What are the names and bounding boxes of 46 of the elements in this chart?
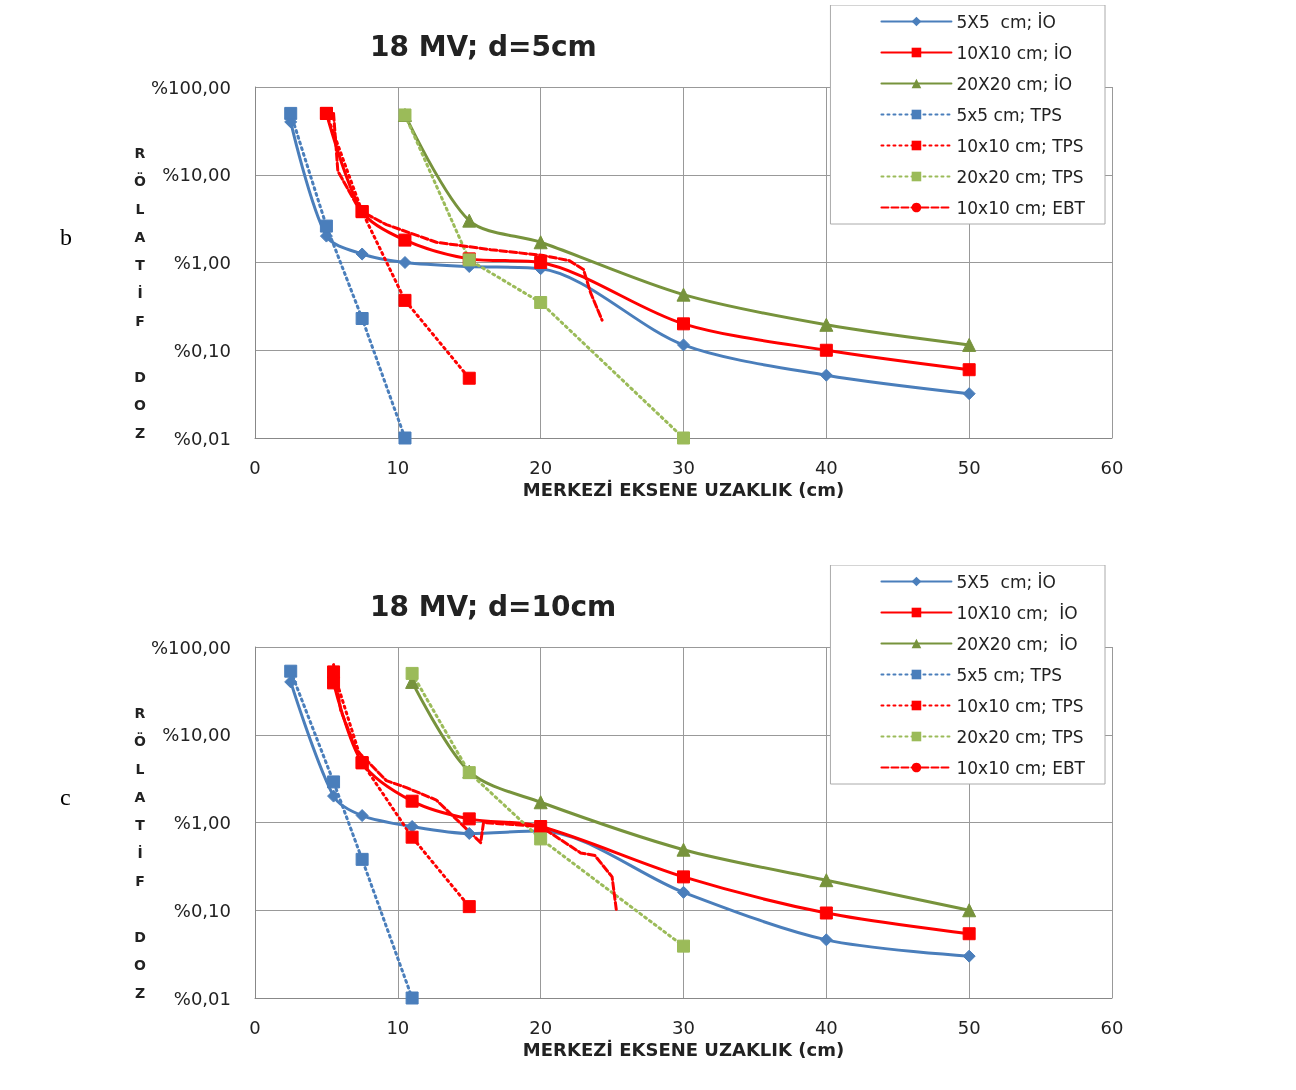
chart-title: 18 MV; d=5cm xyxy=(370,29,597,63)
x-tick-label: 10 xyxy=(386,456,410,478)
legend-label: 5X5 cm; İO xyxy=(956,11,1056,32)
x-tick-label: 50 xyxy=(957,456,981,478)
y-tick-label: %100,00 xyxy=(150,76,231,98)
y-tick-label: %0,01 xyxy=(173,987,231,1009)
text: b xyxy=(60,224,72,250)
text: c xyxy=(60,784,71,810)
x-axis-title: MERKEZİ EKSENE UZAKLIK (cm) xyxy=(522,479,845,501)
legend-label: 5x5 cm; TPS xyxy=(956,664,1063,685)
x-tick-label: 50 xyxy=(957,1016,981,1038)
x-tick-label: 60 xyxy=(1100,456,1124,478)
legend-label: 10x10 cm; TPS xyxy=(956,695,1084,716)
legend-label: 10x10 cm; EBT xyxy=(956,197,1086,218)
legend-label: 20x20 cm; TPS xyxy=(956,166,1084,187)
x-tick-label: 60 xyxy=(1100,1016,1124,1038)
x-tick-label: 40 xyxy=(814,1016,838,1038)
legend-label: 10x10 cm; EBT xyxy=(956,757,1086,778)
x-axis-title: MERKEZİ EKSENE UZAKLIK (cm) xyxy=(522,1039,845,1061)
x-tick-label: 40 xyxy=(814,456,838,478)
y-tick-label: %0,10 xyxy=(173,339,231,361)
y-tick-label: %0,10 xyxy=(173,899,231,921)
legend-label: 5x5 cm; TPS xyxy=(956,104,1063,125)
x-tick-label: 20 xyxy=(529,456,553,478)
legend-label: 20X20 cm; İO xyxy=(956,633,1078,654)
y-axis-title: RÖLATİF DOZ xyxy=(132,145,148,453)
y-tick-label: %1,00 xyxy=(173,252,231,273)
legend-label: 5X5 cm; İO xyxy=(956,571,1056,592)
y-axis-title: RÖLATİF DOZ xyxy=(132,705,148,1013)
legend-label: 10x10 cm; TPS xyxy=(956,135,1084,156)
y-tick-label: %0,01 xyxy=(173,427,231,449)
legend-label: 20x20 cm; TPS xyxy=(956,726,1084,747)
y-tick-label: %100,00 xyxy=(150,636,231,658)
x-tick-label: 0 xyxy=(249,456,261,478)
legend-label: 10X10 cm; İO xyxy=(956,602,1078,623)
chart-title: 18 MV; d=10cm xyxy=(370,589,617,623)
x-tick-label: 30 xyxy=(672,456,695,478)
y-tick-label: %10,00 xyxy=(162,164,231,186)
x-tick-label: 10 xyxy=(386,1016,410,1038)
legend-label: 10X10 cm; İO xyxy=(956,42,1073,63)
x-tick-label: 0 xyxy=(249,1016,261,1038)
legend-label: 20X20 cm; İO xyxy=(956,73,1073,94)
y-tick-label: %1,00 xyxy=(173,812,231,833)
y-tick-label: %10,00 xyxy=(162,724,231,746)
x-tick-label: 20 xyxy=(529,1016,553,1038)
x-tick-label: 30 xyxy=(672,1016,695,1038)
